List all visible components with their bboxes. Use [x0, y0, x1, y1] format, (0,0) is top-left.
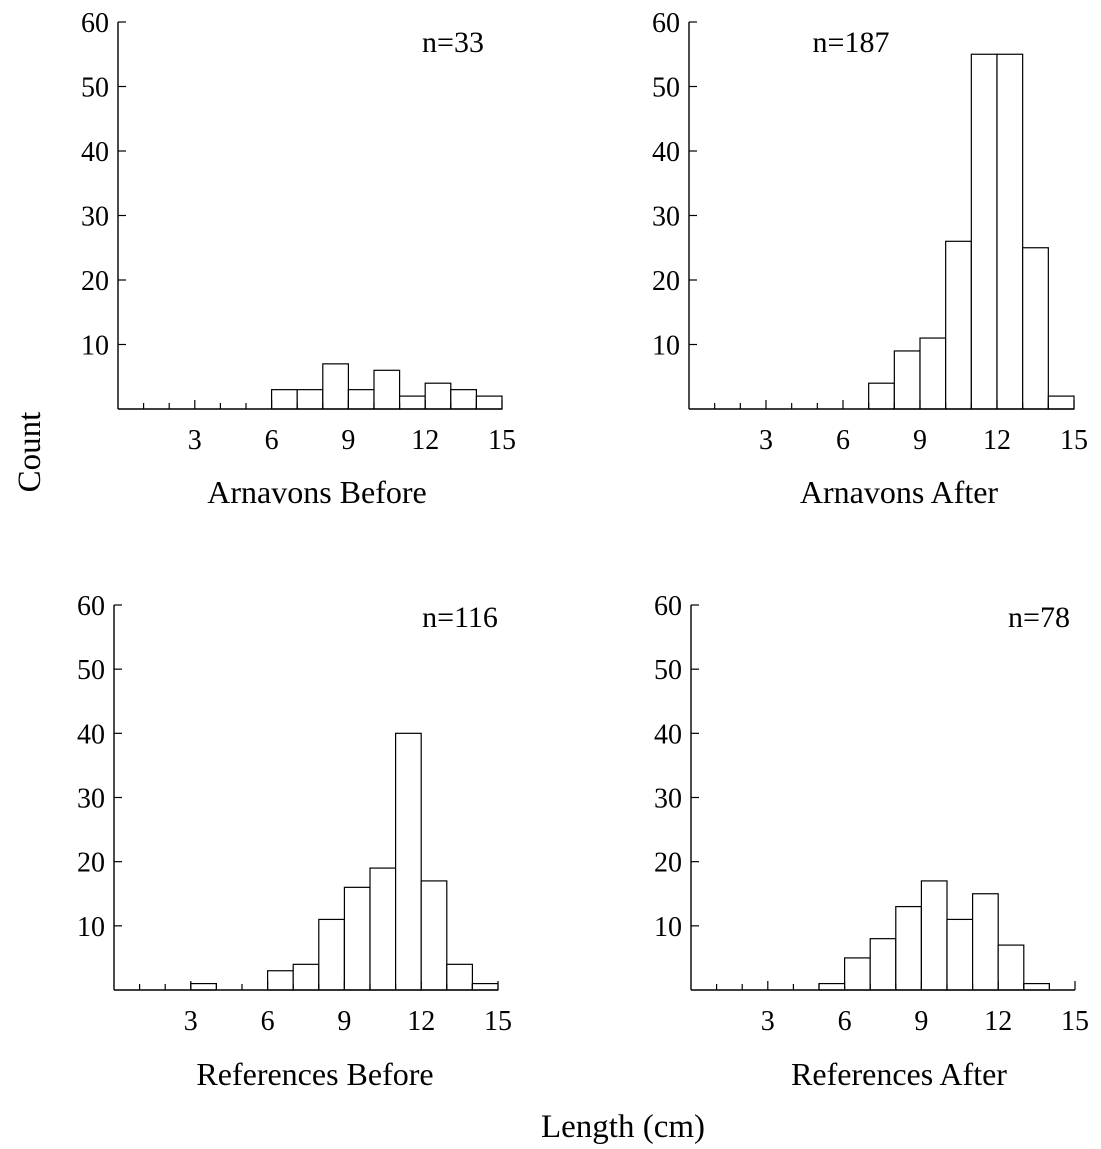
- x-tick-label-arnavons-after-3: 3: [759, 425, 773, 456]
- y-tick-label-references-after-60: 60: [654, 591, 682, 622]
- y-tick-label-arnavons-before-40: 40: [81, 137, 109, 168]
- bar-arnavons-before-11-12: [399, 395, 426, 410]
- figure-x-axis-label: Length (cm): [541, 1109, 705, 1145]
- y-tick-label-references-after-20: 20: [654, 848, 682, 879]
- sample-size-label-arnavons-before: n=33: [422, 26, 484, 59]
- bar-arnavons-after-9-10: [919, 337, 947, 410]
- sample-size-label-arnavons-after: n=187: [813, 26, 890, 59]
- bar-references-before-13-14: [446, 963, 473, 991]
- panel-arnavons-before: 10 20 30 40 50 60 3 6 9 12 15 n=33 Arnavons Before: [81, 8, 516, 510]
- bar-arnavons-after-8-9: [893, 350, 921, 410]
- y-tick-label-references-before-60: 60: [77, 591, 105, 622]
- x-tick-label-arnavons-before-3: 3: [188, 425, 202, 456]
- x-tick-label-arnavons-before-12: 12: [411, 425, 439, 456]
- bar-references-after-11-12: [971, 893, 999, 991]
- figure-y-axis-label: Count: [12, 412, 48, 493]
- x-tick-label-references-before-3: 3: [184, 1006, 198, 1037]
- bar-arnavons-after-10-11: [945, 240, 972, 410]
- y-tick-label-arnavons-after-60: 60: [652, 8, 680, 39]
- bar-references-before-8-9: [318, 918, 345, 991]
- sample-size-label-references-before: n=116: [422, 601, 498, 634]
- x-tick-label-references-after-3: 3: [761, 1006, 775, 1037]
- x-tick-label-references-before-15: 15: [484, 1006, 512, 1037]
- x-tick-label-references-before-9: 9: [337, 1006, 351, 1037]
- x-tick-label-references-after-9: 9: [914, 1006, 928, 1037]
- bar-arnavons-before-13-14: [450, 389, 477, 410]
- bar-references-before-7-8: [292, 963, 320, 991]
- x-tick-label-arnavons-after-12: 12: [983, 425, 1011, 456]
- bar-references-before-14-15: [471, 982, 499, 991]
- y-tick-label-references-before-10: 10: [77, 912, 105, 943]
- bar-arnavons-after-13-14: [1022, 247, 1049, 410]
- bar-references-before-10-11: [369, 867, 397, 991]
- bar-references-after-12-13: [997, 944, 1025, 991]
- panel-arnavons-after: 10 20 30 40 50 60 3 6 9 12 15 n=187 Arnavons After: [652, 8, 1088, 510]
- y-tick-label-arnavons-before-30: 30: [81, 202, 109, 233]
- x-tick-label-references-after-12: 12: [984, 1006, 1012, 1037]
- x-tick-label-arnavons-after-6: 6: [836, 425, 850, 456]
- bar-references-after-9-10: [920, 880, 948, 991]
- bar-references-before-12-13: [420, 880, 448, 991]
- panel-title-references-before: References Before: [196, 1056, 433, 1092]
- y-tick-label-arnavons-before-50: 50: [81, 73, 109, 104]
- bar-arnavons-after-14-15: [1047, 395, 1075, 410]
- sample-size-label-references-after: n=78: [1008, 601, 1070, 634]
- bar-arnavons-after-11-12: [970, 53, 998, 410]
- y-tick-label-references-after-40: 40: [654, 719, 682, 750]
- y-tick-label-references-before-40: 40: [77, 719, 105, 750]
- x-tick-label-references-after-15: 15: [1061, 1006, 1089, 1037]
- bar-arnavons-after-12-13: [996, 53, 1024, 410]
- x-tick-label-references-after-6: 6: [838, 1006, 852, 1037]
- y-tick-label-arnavons-after-30: 30: [652, 202, 680, 233]
- y-tick-label-arnavons-before-60: 60: [81, 8, 109, 39]
- y-tick-label-arnavons-before-10: 10: [81, 331, 109, 362]
- panel-references-after: 10 20 30 40 50 60 3 6 9 12 15 n=78 References After: [654, 591, 1089, 1092]
- y-tick-label-arnavons-before-20: 20: [81, 266, 109, 297]
- bar-references-before-3-4: [190, 982, 218, 991]
- panel-title-arnavons-after: Arnavons After: [800, 474, 999, 510]
- y-tick-label-references-before-20: 20: [77, 848, 105, 879]
- panel-title-references-after: References After: [791, 1056, 1007, 1092]
- bar-references-before-6-7: [267, 970, 294, 991]
- bar-references-before-11-12: [395, 732, 422, 991]
- bar-arnavons-before-6-7: [271, 389, 298, 410]
- x-tick-label-arnavons-after-15: 15: [1060, 425, 1088, 456]
- bar-references-before-9-10: [343, 886, 371, 991]
- x-tick-label-arnavons-before-6: 6: [265, 425, 279, 456]
- y-tick-label-references-after-50: 50: [654, 655, 682, 686]
- x-tick-label-arnavons-after-9: 9: [913, 425, 927, 456]
- bar-arnavons-before-8-9: [322, 363, 349, 410]
- panel-references-before: 10 20 30 40 50 60 3 6 9 12 15 n=116 References Befor…: [77, 591, 512, 1092]
- bar-references-after-7-8: [869, 938, 897, 991]
- bar-references-after-5-6: [818, 982, 846, 991]
- y-tick-label-arnavons-after-20: 20: [652, 266, 680, 297]
- y-tick-label-references-after-30: 30: [654, 784, 682, 815]
- bar-arnavons-before-7-8: [296, 389, 324, 410]
- y-tick-label-references-before-50: 50: [77, 655, 105, 686]
- bar-references-after-8-9: [895, 905, 922, 991]
- y-tick-label-references-after-10: 10: [654, 912, 682, 943]
- x-tick-label-references-before-12: 12: [407, 1006, 435, 1037]
- bar-arnavons-before-9-10: [347, 389, 375, 410]
- bar-arnavons-before-10-11: [373, 369, 401, 410]
- bar-arnavons-before-14-15: [475, 395, 503, 410]
- y-tick-label-arnavons-after-10: 10: [652, 331, 680, 362]
- y-tick-label-arnavons-after-40: 40: [652, 137, 680, 168]
- bar-arnavons-after-7-8: [868, 382, 895, 410]
- x-tick-label-arnavons-before-15: 15: [488, 425, 516, 456]
- bar-references-after-6-7: [843, 957, 871, 991]
- y-tick-label-arnavons-after-50: 50: [652, 73, 680, 104]
- bar-references-after-10-11: [946, 918, 974, 991]
- x-tick-label-references-before-6: 6: [261, 1006, 275, 1037]
- x-tick-label-arnavons-before-9: 9: [341, 425, 355, 456]
- bar-references-after-13-14: [1023, 982, 1050, 991]
- bar-arnavons-before-12-13: [424, 382, 452, 410]
- panel-title-arnavons-before: Arnavons Before: [207, 474, 426, 510]
- y-tick-label-references-before-30: 30: [77, 784, 105, 815]
